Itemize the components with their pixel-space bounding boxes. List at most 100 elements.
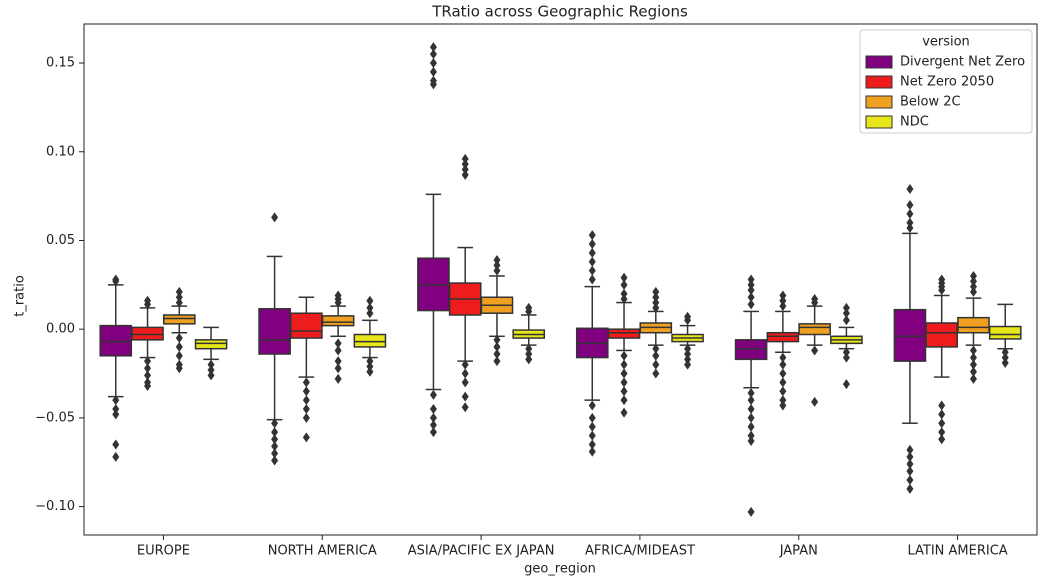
outlier <box>144 370 152 381</box>
outlier <box>842 347 850 358</box>
outlier <box>175 292 183 303</box>
outlier <box>906 451 914 462</box>
outlier <box>938 400 946 411</box>
legend-label: Net Zero 2050 <box>900 75 994 90</box>
y-tick-label: 0.10 <box>46 144 75 159</box>
outlier <box>906 459 914 470</box>
outlier <box>334 363 342 374</box>
outlier <box>461 164 469 175</box>
outlier <box>842 315 850 326</box>
outlier <box>366 302 374 313</box>
outlier <box>207 370 215 381</box>
outlier <box>175 341 183 352</box>
outlier <box>302 404 310 415</box>
outlier <box>938 434 946 445</box>
x-axis-label: geo_region <box>524 562 596 577</box>
outlier <box>175 333 183 344</box>
outlier <box>525 354 533 365</box>
outlier <box>620 395 628 406</box>
x-tick-label: NORTH AMERICA <box>268 544 377 559</box>
box <box>162 314 196 325</box>
legend-swatch <box>865 95 893 109</box>
outlier <box>620 377 628 388</box>
outlier <box>207 359 215 370</box>
outlier <box>429 49 437 60</box>
outlier <box>652 350 660 361</box>
outlier <box>461 159 469 170</box>
outlier <box>747 404 755 415</box>
outlier <box>652 359 660 370</box>
legend-title: version <box>922 35 970 50</box>
outlier <box>461 169 469 180</box>
outlier <box>112 404 120 415</box>
outlier <box>1001 347 1009 358</box>
outlier <box>747 421 755 432</box>
outlier <box>811 396 819 407</box>
outlier <box>493 260 501 271</box>
outlier <box>525 343 533 354</box>
outlier <box>429 58 437 69</box>
outlier <box>906 223 914 234</box>
x-tick-label: ASIA/PACIFIC EX JAPAN <box>408 544 555 559</box>
legend-label: Below 2C <box>900 95 961 110</box>
outlier <box>779 352 787 363</box>
outlier <box>366 308 374 319</box>
outlier <box>652 297 660 308</box>
outlier <box>429 66 437 77</box>
outlier <box>588 412 596 423</box>
outlier <box>144 356 152 367</box>
outlier <box>842 352 850 363</box>
y-tick-label: 0.05 <box>46 233 75 248</box>
outlier <box>429 419 437 430</box>
box <box>131 326 164 341</box>
outlier <box>175 350 183 361</box>
outlier <box>779 377 787 388</box>
outlier <box>652 286 660 297</box>
outlier <box>842 302 850 313</box>
box <box>893 308 927 362</box>
outlier <box>429 404 437 415</box>
outlier <box>747 299 755 310</box>
outlier <box>588 274 596 285</box>
legend-swatch <box>865 75 893 89</box>
outlier <box>747 279 755 290</box>
outlier <box>588 446 596 457</box>
outlier <box>938 285 946 296</box>
outlier <box>779 359 787 370</box>
legend: version Divergent Net Zero Net Zero 2050 B… <box>859 29 1033 134</box>
outlier <box>493 254 501 265</box>
outlier <box>461 402 469 413</box>
outlier <box>620 272 628 283</box>
outlier <box>969 276 977 287</box>
outlier <box>938 409 946 420</box>
outlier <box>747 285 755 296</box>
outlier <box>588 256 596 267</box>
outlier <box>271 427 279 438</box>
outlier <box>906 199 914 210</box>
outlier <box>175 286 183 297</box>
x-tick-label: LATIN AMERICA <box>907 544 1007 559</box>
outlier <box>620 359 628 370</box>
outlier <box>207 364 215 375</box>
box <box>957 316 990 334</box>
outlier <box>334 297 342 308</box>
outlier <box>588 247 596 258</box>
outlier <box>779 386 787 397</box>
outlier <box>969 286 977 297</box>
outlier <box>112 276 120 287</box>
legend-label: Divergent Net Zero <box>900 55 1025 70</box>
outlier <box>144 299 152 310</box>
outlier <box>620 350 628 361</box>
x-tick-label: AFRICA/MIDEAST <box>585 544 695 559</box>
outlier <box>747 395 755 406</box>
outlier <box>779 301 787 312</box>
box <box>766 331 800 343</box>
outlier <box>461 368 469 379</box>
outlier <box>588 239 596 250</box>
outlier <box>366 356 374 367</box>
outlier <box>175 297 183 308</box>
outlier <box>779 295 787 306</box>
outlier <box>493 349 501 360</box>
x-tick-label: JAPAN <box>779 544 818 559</box>
outlier <box>969 270 977 281</box>
